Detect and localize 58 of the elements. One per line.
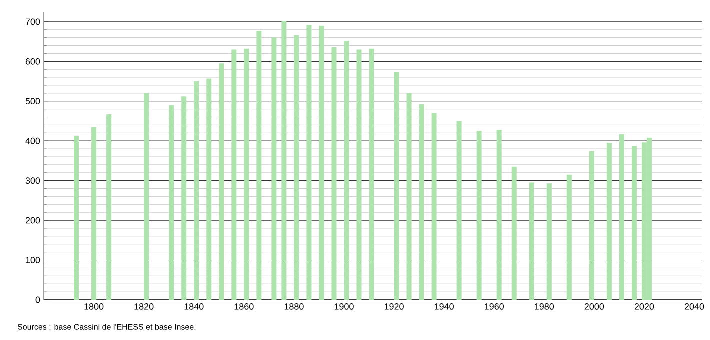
bar <box>632 146 637 300</box>
y-tick-label: 500 <box>26 98 40 105</box>
y-tick-label: 0 <box>36 296 40 304</box>
bar <box>496 130 502 300</box>
x-tick-label: 1920 <box>384 304 404 310</box>
bar <box>74 136 80 300</box>
x-tick-label: 1940 <box>434 304 454 310</box>
bar <box>356 50 362 300</box>
x-tick-label: 1820 <box>134 304 154 310</box>
x-tick-label: 1840 <box>184 304 204 310</box>
x-tick-label: 1800 <box>84 304 104 310</box>
bar <box>256 31 262 300</box>
x-tick-label: 1980 <box>535 304 554 310</box>
x-tick-label: 2040 <box>684 304 704 310</box>
bar <box>272 38 277 300</box>
x-tick-label: 1860 <box>234 304 254 310</box>
bar <box>332 47 337 300</box>
bar <box>406 93 412 300</box>
bar <box>232 50 237 300</box>
bar <box>589 151 594 300</box>
x-tick-label: 2000 <box>584 304 604 310</box>
bar <box>219 64 224 300</box>
bar <box>194 82 200 300</box>
bar <box>144 93 150 300</box>
bar <box>244 48 250 300</box>
bar <box>476 131 482 300</box>
y-tick-label: 700 <box>26 18 40 26</box>
x-tick-label: 2020 <box>634 304 654 310</box>
bar <box>419 104 424 300</box>
bar <box>619 134 624 300</box>
bar <box>294 35 300 300</box>
y-tick-label: 400 <box>26 138 40 144</box>
x-tick-label: 1900 <box>334 304 354 310</box>
bar <box>319 26 324 300</box>
bar <box>606 143 612 300</box>
x-tick-label: 1960 <box>485 304 504 310</box>
x-tick-label: 1880 <box>284 304 304 310</box>
y-tick-label: 600 <box>26 58 40 65</box>
bar <box>369 48 374 300</box>
y-tick-label: 300 <box>26 178 40 184</box>
bar <box>206 78 212 300</box>
y-tick-label: 200 <box>26 217 40 224</box>
y-tick-label: 100 <box>26 257 40 264</box>
bar <box>282 21 287 300</box>
bar <box>182 96 187 300</box>
bar <box>306 25 312 300</box>
bar <box>512 166 517 300</box>
bar <box>169 105 174 300</box>
bar <box>566 174 572 300</box>
bar <box>344 40 350 300</box>
bar <box>546 184 552 300</box>
source-note: Sources : base Cassini de l'EHESS et base Insee. <box>18 324 196 330</box>
bar <box>432 113 437 300</box>
bar <box>92 127 97 300</box>
bar <box>529 182 534 300</box>
bar <box>106 114 112 300</box>
bar <box>394 72 400 300</box>
bar <box>456 121 462 300</box>
